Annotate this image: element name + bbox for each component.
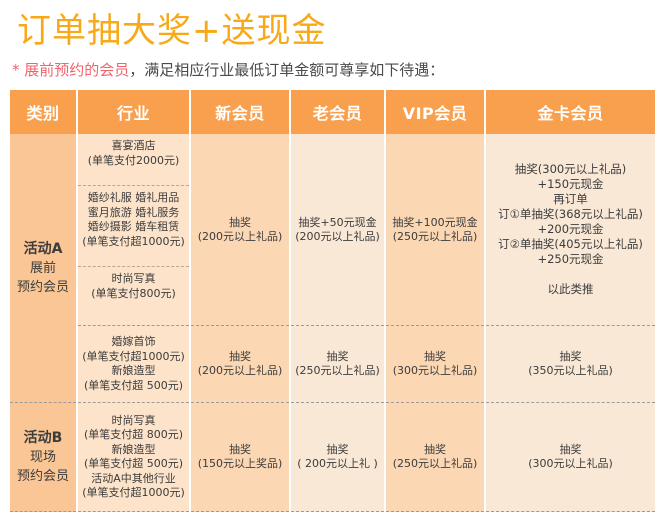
industry-item: 时尚写真 (单笔支付超 800元) 新娘造型 (单笔支付超 500元) 活动A中… [77, 402, 191, 512]
table-row: 活动A 展前 预约会员 喜宴酒店 (单笔支付2000元) 婚纱礼服 婚礼用品 蜜… [10, 134, 655, 403]
table-header-row: 类别 行业 新会员 老会员 VIP会员 金卡会员 [10, 90, 655, 134]
gold-member-benefit: 抽奖(300元以上礼品) +150元现金 再订单 订①单抽奖(368元以上礼品)… [485, 134, 655, 326]
vip-member-benefit: 抽奖 (250元以上礼品) [385, 402, 486, 512]
column-header-gold: 金卡会员 [485, 90, 655, 134]
industry-cell-group-a1: 喜宴酒店 (单笔支付2000元) 婚纱礼服 婚礼用品 蜜月旅游 婚礼服务 婚纱摄… [77, 134, 191, 326]
old-member-benefit: 抽奖 ( 200元以上礼 ) [290, 402, 386, 512]
subtitle-rest: ，满足相应行业最低订单金额可尊享如下待遇： [129, 61, 445, 79]
category-line2-b: 预约会员 [16, 468, 69, 484]
category-name-a: 活动A [23, 240, 63, 257]
category-line2-a: 预约会员 [16, 279, 69, 295]
gold-member-benefit: 抽奖 (300元以上礼品) [485, 402, 655, 512]
category-cell-b: 活动B 现场 预约会员 [10, 402, 78, 512]
gold-member-benefit: 抽奖 (350元以上礼品) [485, 325, 655, 403]
column-header-vip: VIP会员 [385, 90, 486, 134]
old-member-benefit: 抽奖 (250元以上礼品) [290, 325, 386, 403]
table-row: 婚嫁首饰 (单笔支付超1000元) 新娘造型 (单笔支付超 500元) 抽奖 (… [10, 325, 655, 403]
benefits-table: 类别 行业 新会员 老会员 VIP会员 金卡会员 活动A 展前 预约会员 喜宴酒… [10, 90, 655, 512]
page-subtitle: * 展前预约的会员，满足相应行业最低订单金额可尊享如下待遇： [12, 59, 444, 81]
table-row: 活动B 现场 预约会员 时尚写真 (单笔支付超 800元) 新娘造型 (单笔支付… [10, 402, 655, 512]
old-member-benefit: 抽奖+50元现金 (200元以上礼品) [290, 134, 386, 326]
column-header-industry: 行业 [77, 90, 191, 134]
subtitle-highlight: * 展前预约的会员 [12, 61, 130, 79]
new-member-benefit: 抽奖 (200元以上礼品) [190, 134, 291, 326]
category-line1-b: 现场 [29, 449, 56, 465]
new-member-benefit: 抽奖 (200元以上礼品) [190, 325, 291, 403]
vip-member-benefit: 抽奖 (300元以上礼品) [385, 325, 486, 403]
category-cell-a: 活动A 展前 预约会员 [10, 134, 78, 403]
column-header-category: 类别 [10, 90, 78, 134]
industry-item: 婚嫁首饰 (单笔支付超1000元) 新娘造型 (单笔支付超 500元) [77, 325, 191, 403]
new-member-benefit: 抽奖 (150元以上奖品) [190, 402, 291, 512]
page-title: 订单抽大奖+送现金 [17, 11, 327, 51]
vip-member-benefit: 抽奖+100元现金 (250元以上礼品) [385, 134, 486, 326]
column-header-old: 老会员 [290, 90, 386, 134]
industry-item: 时尚写真 (单笔支付800元) [91, 272, 176, 300]
column-header-new: 新会员 [190, 90, 291, 134]
category-name-b: 活动B [23, 429, 63, 446]
industry-item: 喜宴酒店 (单笔支付2000元) [78, 134, 189, 186]
category-line1-a: 展前 [29, 260, 56, 276]
industry-item: 婚纱礼服 婚礼用品 蜜月旅游 婚礼服务 婚纱摄影 婚车租赁 (单笔支付超1000… [78, 186, 189, 267]
